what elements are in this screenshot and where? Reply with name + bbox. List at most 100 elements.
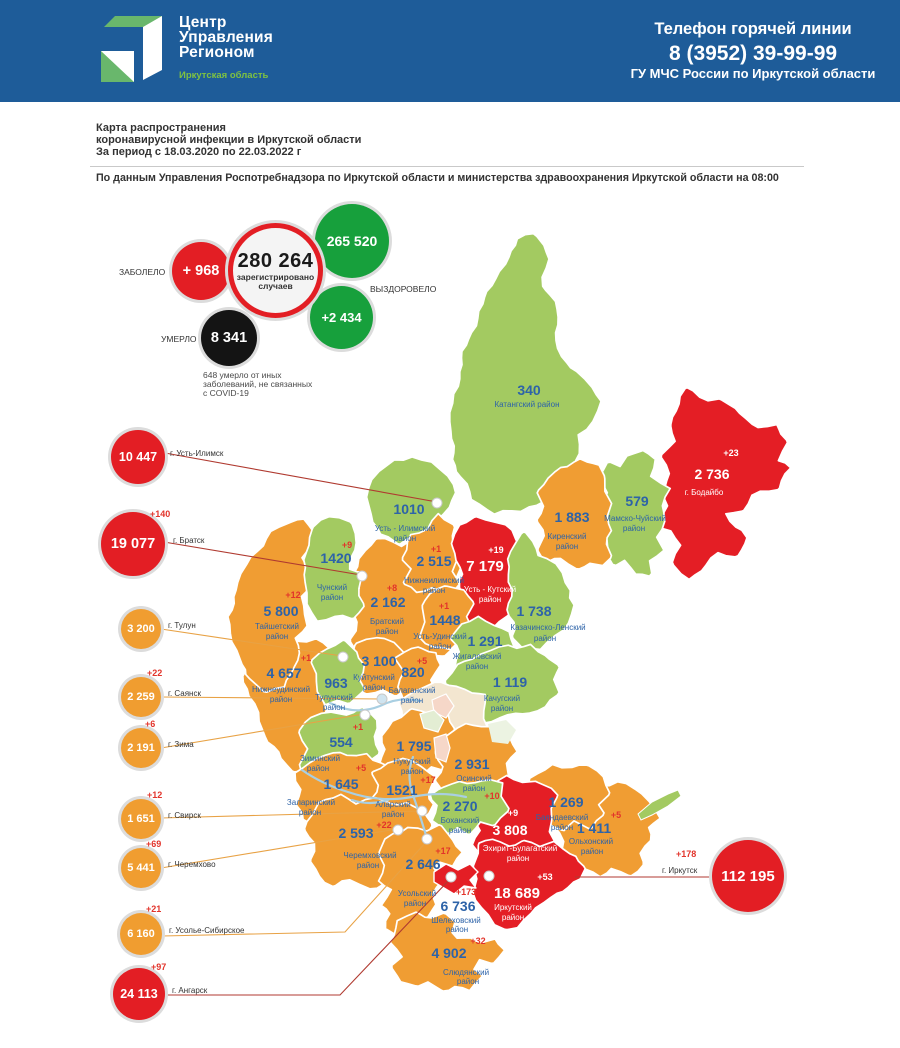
svg-text:+19: +19: [488, 545, 503, 555]
svg-text:район: район: [363, 683, 385, 692]
svg-text:+5: +5: [356, 763, 366, 773]
svg-text:район: район: [429, 642, 451, 651]
svg-text:район: район: [463, 784, 485, 793]
svg-text:1420: 1420: [320, 550, 351, 566]
svg-text:Эхирит-Булагатский: Эхирит-Булагатский: [483, 844, 558, 853]
svg-text:Усть - Кутский: Усть - Кутский: [464, 585, 516, 594]
svg-text:район: район: [551, 823, 573, 832]
svg-text:3 100: 3 100: [361, 653, 396, 669]
svg-text:Заларинский: Заларинский: [287, 798, 335, 807]
svg-text:район: район: [321, 593, 343, 602]
svg-text:2 931: 2 931: [454, 756, 489, 772]
svg-text:Усольский: Усольский: [398, 889, 436, 898]
svg-text:Куйтунский: Куйтунский: [353, 673, 395, 682]
svg-text:5 800: 5 800: [263, 603, 298, 619]
svg-text:район: район: [623, 524, 645, 533]
svg-text:Боханский: Боханский: [441, 816, 480, 825]
svg-text:+53: +53: [537, 872, 552, 882]
svg-text:Иркутский: Иркутский: [494, 903, 532, 912]
svg-text:Усть - Илимский: Усть - Илимский: [375, 524, 435, 533]
svg-text:+5: +5: [417, 656, 427, 666]
svg-text:Нижнеилимский: Нижнеилимский: [404, 576, 464, 585]
svg-text:Чунский: Чунский: [317, 583, 347, 592]
svg-text:2 736: 2 736: [694, 466, 729, 482]
svg-text:Казачинско-Ленский: Казачинско-Ленский: [510, 623, 585, 632]
svg-text:район: район: [534, 634, 556, 643]
svg-text:2 593: 2 593: [338, 825, 373, 841]
svg-text:+17: +17: [435, 846, 450, 856]
svg-text:Усть-Удинский: Усть-Удинский: [413, 632, 467, 641]
svg-text:+173: +173: [456, 887, 476, 897]
svg-text:+1: +1: [439, 601, 449, 611]
svg-text:+1: +1: [301, 653, 311, 663]
svg-text:район: район: [457, 977, 479, 986]
svg-text:1 795: 1 795: [396, 738, 431, 754]
svg-text:район: район: [323, 703, 345, 712]
svg-text:554: 554: [329, 734, 353, 750]
svg-text:Балаганский: Балаганский: [389, 686, 436, 695]
svg-text:7 179: 7 179: [466, 558, 504, 575]
svg-text:район: район: [382, 810, 404, 819]
svg-text:+8: +8: [387, 583, 397, 593]
svg-text:Шелеховский: Шелеховский: [431, 916, 480, 925]
svg-text:Тулунский: Тулунский: [315, 693, 353, 702]
svg-text:18 689: 18 689: [494, 885, 540, 902]
svg-text:Нукутский: Нукутский: [393, 757, 430, 766]
svg-text:Слюдянский: Слюдянский: [443, 968, 489, 977]
svg-text:район: район: [394, 534, 416, 543]
svg-text:+17: +17: [420, 775, 435, 785]
svg-text:Катангский район: Катангский район: [494, 400, 559, 409]
svg-text:+1: +1: [431, 544, 441, 554]
svg-text:район: район: [401, 767, 423, 776]
svg-text:1 119: 1 119: [493, 674, 527, 690]
svg-text:4 657: 4 657: [266, 665, 301, 681]
svg-text:Качугский: Качугский: [484, 694, 520, 703]
svg-text:+32: +32: [470, 936, 485, 946]
svg-text:район: район: [479, 595, 501, 604]
svg-text:Жигаловский: Жигаловский: [453, 652, 502, 661]
svg-text:район: район: [299, 808, 321, 817]
svg-text:1448: 1448: [429, 612, 460, 628]
svg-text:3 808: 3 808: [492, 822, 527, 838]
svg-text:г. Бодайбо: г. Бодайбо: [685, 488, 724, 497]
svg-text:1 883: 1 883: [554, 509, 589, 525]
svg-text:1 269: 1 269: [548, 794, 583, 810]
svg-text:район: район: [270, 695, 292, 704]
svg-text:+22: +22: [376, 820, 391, 830]
svg-text:+9: +9: [508, 808, 518, 818]
svg-text:579: 579: [625, 493, 649, 509]
svg-text:2 162: 2 162: [370, 594, 405, 610]
svg-text:963: 963: [324, 675, 348, 691]
svg-text:район: район: [556, 542, 578, 551]
svg-text:4 902: 4 902: [431, 945, 466, 961]
svg-text:1010: 1010: [393, 501, 424, 517]
svg-text:район: район: [581, 847, 603, 856]
svg-text:район: район: [404, 899, 426, 908]
svg-text:+5: +5: [611, 810, 621, 820]
svg-text:Тайшетский: Тайшетский: [255, 622, 299, 631]
svg-text:район: район: [502, 913, 524, 922]
svg-text:район: район: [507, 854, 529, 863]
svg-text:+23: +23: [723, 448, 738, 458]
svg-text:Баяндаевский: Баяндаевский: [536, 813, 589, 822]
svg-text:6 736: 6 736: [440, 898, 475, 914]
svg-text:район: район: [307, 764, 329, 773]
svg-text:340: 340: [517, 382, 541, 398]
svg-text:2 270: 2 270: [442, 798, 477, 814]
svg-text:1 738: 1 738: [516, 603, 551, 619]
svg-text:район: район: [446, 925, 468, 934]
svg-text:+10: +10: [484, 791, 499, 801]
svg-text:район: район: [401, 696, 423, 705]
svg-text:+1: +1: [353, 722, 363, 732]
svg-text:район: район: [423, 586, 445, 595]
svg-text:1521: 1521: [386, 782, 417, 798]
svg-text:+12: +12: [285, 590, 300, 600]
svg-text:район: район: [266, 632, 288, 641]
svg-text:Мамско-Чуйский: Мамско-Чуйский: [604, 514, 666, 523]
svg-text:район: район: [376, 627, 398, 636]
svg-text:Зиминский: Зиминский: [300, 754, 340, 763]
svg-text:Осинский: Осинский: [456, 774, 492, 783]
svg-text:район: район: [357, 861, 379, 870]
svg-text:Киренский: Киренский: [548, 532, 587, 541]
svg-text:район: район: [466, 662, 488, 671]
